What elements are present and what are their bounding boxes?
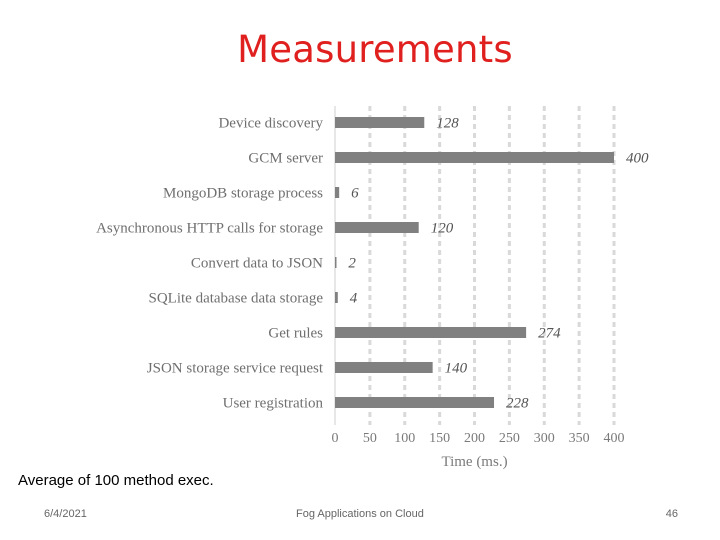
bar xyxy=(335,292,338,303)
x-tick-label: 250 xyxy=(499,431,520,446)
bar xyxy=(335,222,419,233)
data-label: 274 xyxy=(538,326,561,342)
x-tick-label: 150 xyxy=(429,431,450,446)
category-labels: Device discovery GCM server MongoDB storag… xyxy=(96,116,324,412)
bar xyxy=(335,257,337,268)
x-tick-label: 400 xyxy=(604,431,625,446)
category-label: User registration xyxy=(223,396,324,412)
x-tick-label: 200 xyxy=(464,431,485,446)
data-labels: 128 400 6 120 2 4 274 140 228 xyxy=(348,116,649,412)
bar xyxy=(335,117,425,128)
data-label: 128 xyxy=(436,116,459,132)
footer-title: Fog Applications on Cloud xyxy=(296,508,424,520)
bar xyxy=(335,397,495,408)
chart-caption: Average of 100 method exec. xyxy=(18,472,214,489)
category-label: MongoDB storage process xyxy=(163,186,323,202)
category-label: Asynchronous HTTP calls for storage xyxy=(96,221,323,237)
category-label: Get rules xyxy=(268,326,323,342)
category-label: GCM server xyxy=(248,151,323,167)
category-label: JSON storage service request xyxy=(147,361,324,377)
category-label: Device discovery xyxy=(218,116,323,132)
x-tick-labels: 0 50 100 150 200 250 300 350 400 xyxy=(332,431,625,446)
bar xyxy=(335,362,433,373)
data-label: 228 xyxy=(506,396,529,412)
page-number: 46 xyxy=(665,508,678,520)
data-label: 2 xyxy=(348,256,356,272)
bars xyxy=(335,117,614,408)
footer-date: 6/4/2021 xyxy=(44,508,87,520)
category-label: SQLite database data storage xyxy=(148,291,323,307)
x-tick-label: 100 xyxy=(394,431,415,446)
bar xyxy=(335,327,527,338)
data-label: 140 xyxy=(445,361,468,377)
data-label: 120 xyxy=(431,221,454,237)
x-tick-label: 300 xyxy=(534,431,555,446)
data-label: 4 xyxy=(350,291,358,307)
x-tick-label: 50 xyxy=(363,431,377,446)
bar xyxy=(335,187,340,198)
slide-title: Measurements xyxy=(237,28,513,71)
category-label: Convert data to JSON xyxy=(191,256,323,272)
data-label: 6 xyxy=(351,186,359,202)
data-label: 400 xyxy=(626,151,649,167)
bar xyxy=(335,152,614,163)
x-axis-label: Time (ms.) xyxy=(441,454,507,470)
x-tick-label: 0 xyxy=(332,431,339,446)
x-tick-label: 350 xyxy=(569,431,590,446)
